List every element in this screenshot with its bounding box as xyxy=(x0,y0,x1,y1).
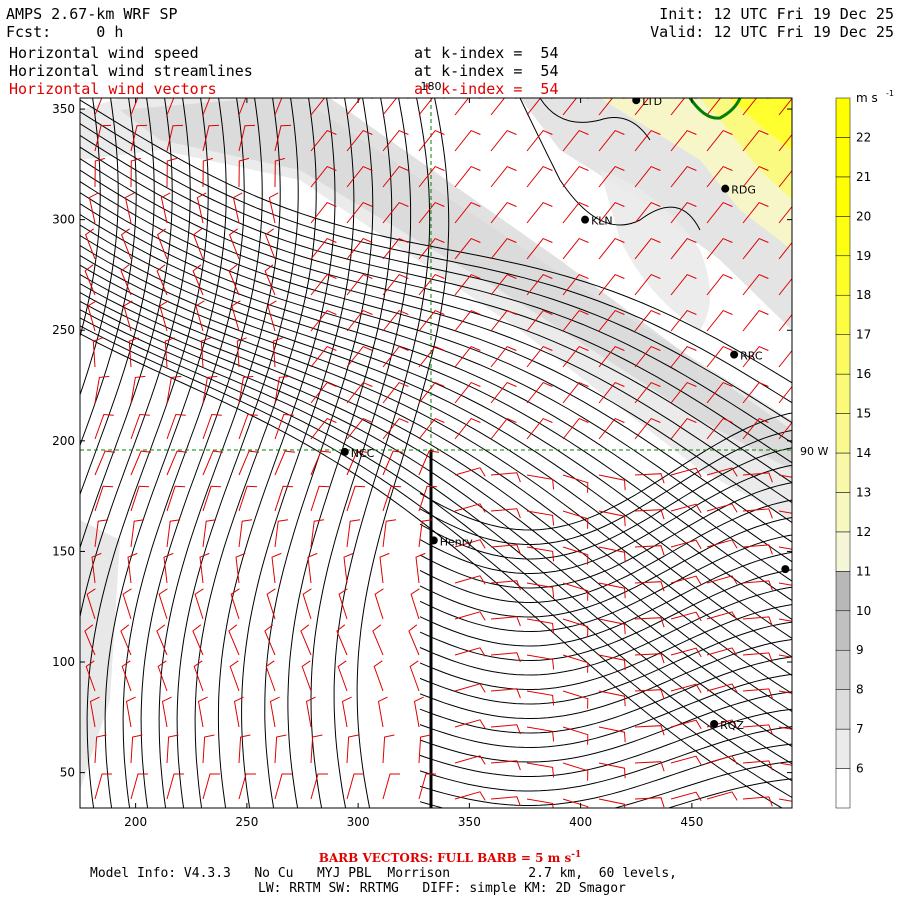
colorbar-label: 18 xyxy=(856,288,871,302)
y-tick-label: 150 xyxy=(52,544,75,558)
forecast-hour: Fcst: 0 h xyxy=(6,23,124,41)
x-tick-label: 200 xyxy=(124,815,147,829)
colorbar-unit: m s xyxy=(856,91,878,105)
field-name-speed: Horizontal wind speed xyxy=(9,44,199,62)
y-tick-label: 350 xyxy=(52,102,75,116)
station-label: RRC xyxy=(740,350,763,363)
station-label: KLN xyxy=(591,215,613,228)
field-level-streamlines: at k-index = 54 xyxy=(414,62,559,80)
field-name-vectors: Horizontal wind vectors xyxy=(9,80,217,98)
station-marker xyxy=(581,215,590,224)
y-tick-label: 100 xyxy=(52,655,75,669)
colorbar-label: 6 xyxy=(856,762,864,776)
colorbar-label: 8 xyxy=(856,683,864,697)
colorbar-label: 17 xyxy=(856,328,871,342)
station-marker xyxy=(429,536,438,545)
latitude-label: 90 W xyxy=(800,445,828,458)
axes: 200 250 300 350 400 450 350 300 250 200 150 100 50 18… xyxy=(52,80,828,829)
y-tick-label: 300 xyxy=(52,213,75,227)
field-level-vectors: at k-index = 54 xyxy=(414,80,559,98)
wind-barbs xyxy=(84,98,792,808)
station-marker xyxy=(340,447,349,456)
field-level-speed: at k-index = 54 xyxy=(414,44,559,62)
y-tick-label: 200 xyxy=(52,434,75,448)
colorbar-label: 21 xyxy=(856,170,871,184)
colorbar-label: 16 xyxy=(856,367,871,381)
x-tick-label: 450 xyxy=(680,815,703,829)
colorbar-unit-exponent: -1 xyxy=(886,89,894,98)
valid-time: Valid: 12 UTC Fri 19 Dec 25 xyxy=(650,23,894,41)
y-tick-label: 50 xyxy=(60,766,75,780)
meridian-label: 180 xyxy=(421,80,442,93)
station-marker xyxy=(632,98,641,105)
station-label: RDG xyxy=(731,184,756,197)
stations: LTD RDG KLN RRC NCC Henry RQZ xyxy=(340,95,790,732)
plot-frame xyxy=(79,97,793,809)
colorbar-label: 19 xyxy=(856,249,871,263)
colorbar-label: 15 xyxy=(856,407,871,421)
model-info: Model Info: V4.3.3 No Cu MYJ PBL Morriso… xyxy=(90,866,677,881)
model-physics: LW: RRTM SW: RRTMG DIFF: simple KM: 2D S… xyxy=(258,881,626,896)
colorbar-label: 14 xyxy=(856,446,871,460)
y-tick-label: 250 xyxy=(52,323,75,337)
colorbar-label: 20 xyxy=(856,209,871,223)
x-tick-label: 400 xyxy=(569,815,592,829)
colorbar-label: 11 xyxy=(856,564,871,578)
colorbar-label: 9 xyxy=(856,643,864,657)
station-label: LTD xyxy=(642,95,662,108)
colorbar: 6 7 8 9 10 11 12 13 14 15 16 17 18 19 20 21 22 m s -1 xyxy=(835,89,894,809)
station-marker xyxy=(730,350,739,359)
colorbar-label: 13 xyxy=(856,485,871,499)
station-label: NCC xyxy=(351,447,375,460)
station-marker xyxy=(781,565,790,574)
x-tick-label: 350 xyxy=(458,815,481,829)
station-marker xyxy=(721,184,730,193)
station-label: Henry xyxy=(440,535,474,548)
barb-legend: BARB VECTORS: FULL BARB = 5 m s-1 xyxy=(318,850,582,865)
terrain-contours xyxy=(519,98,701,231)
station-label: RQZ xyxy=(720,719,744,732)
streamlines xyxy=(80,98,792,808)
init-time: Init: 12 UTC Fri 19 Dec 25 xyxy=(659,5,894,23)
colorbar-label: 10 xyxy=(856,604,871,618)
colorbar-label: 7 xyxy=(856,722,864,736)
colorbar-label: 22 xyxy=(856,130,871,144)
x-tick-label: 250 xyxy=(235,815,258,829)
station-marker xyxy=(710,719,719,728)
field-name-streamlines: Horizontal wind streamlines xyxy=(9,62,253,80)
x-tick-label: 300 xyxy=(347,815,370,829)
product-title: AMPS 2.67-km WRF SP xyxy=(6,5,178,23)
plot-area: LTD RDG KLN RRC NCC Henry RQZ xyxy=(80,95,792,808)
colorbar-label: 12 xyxy=(856,525,871,539)
